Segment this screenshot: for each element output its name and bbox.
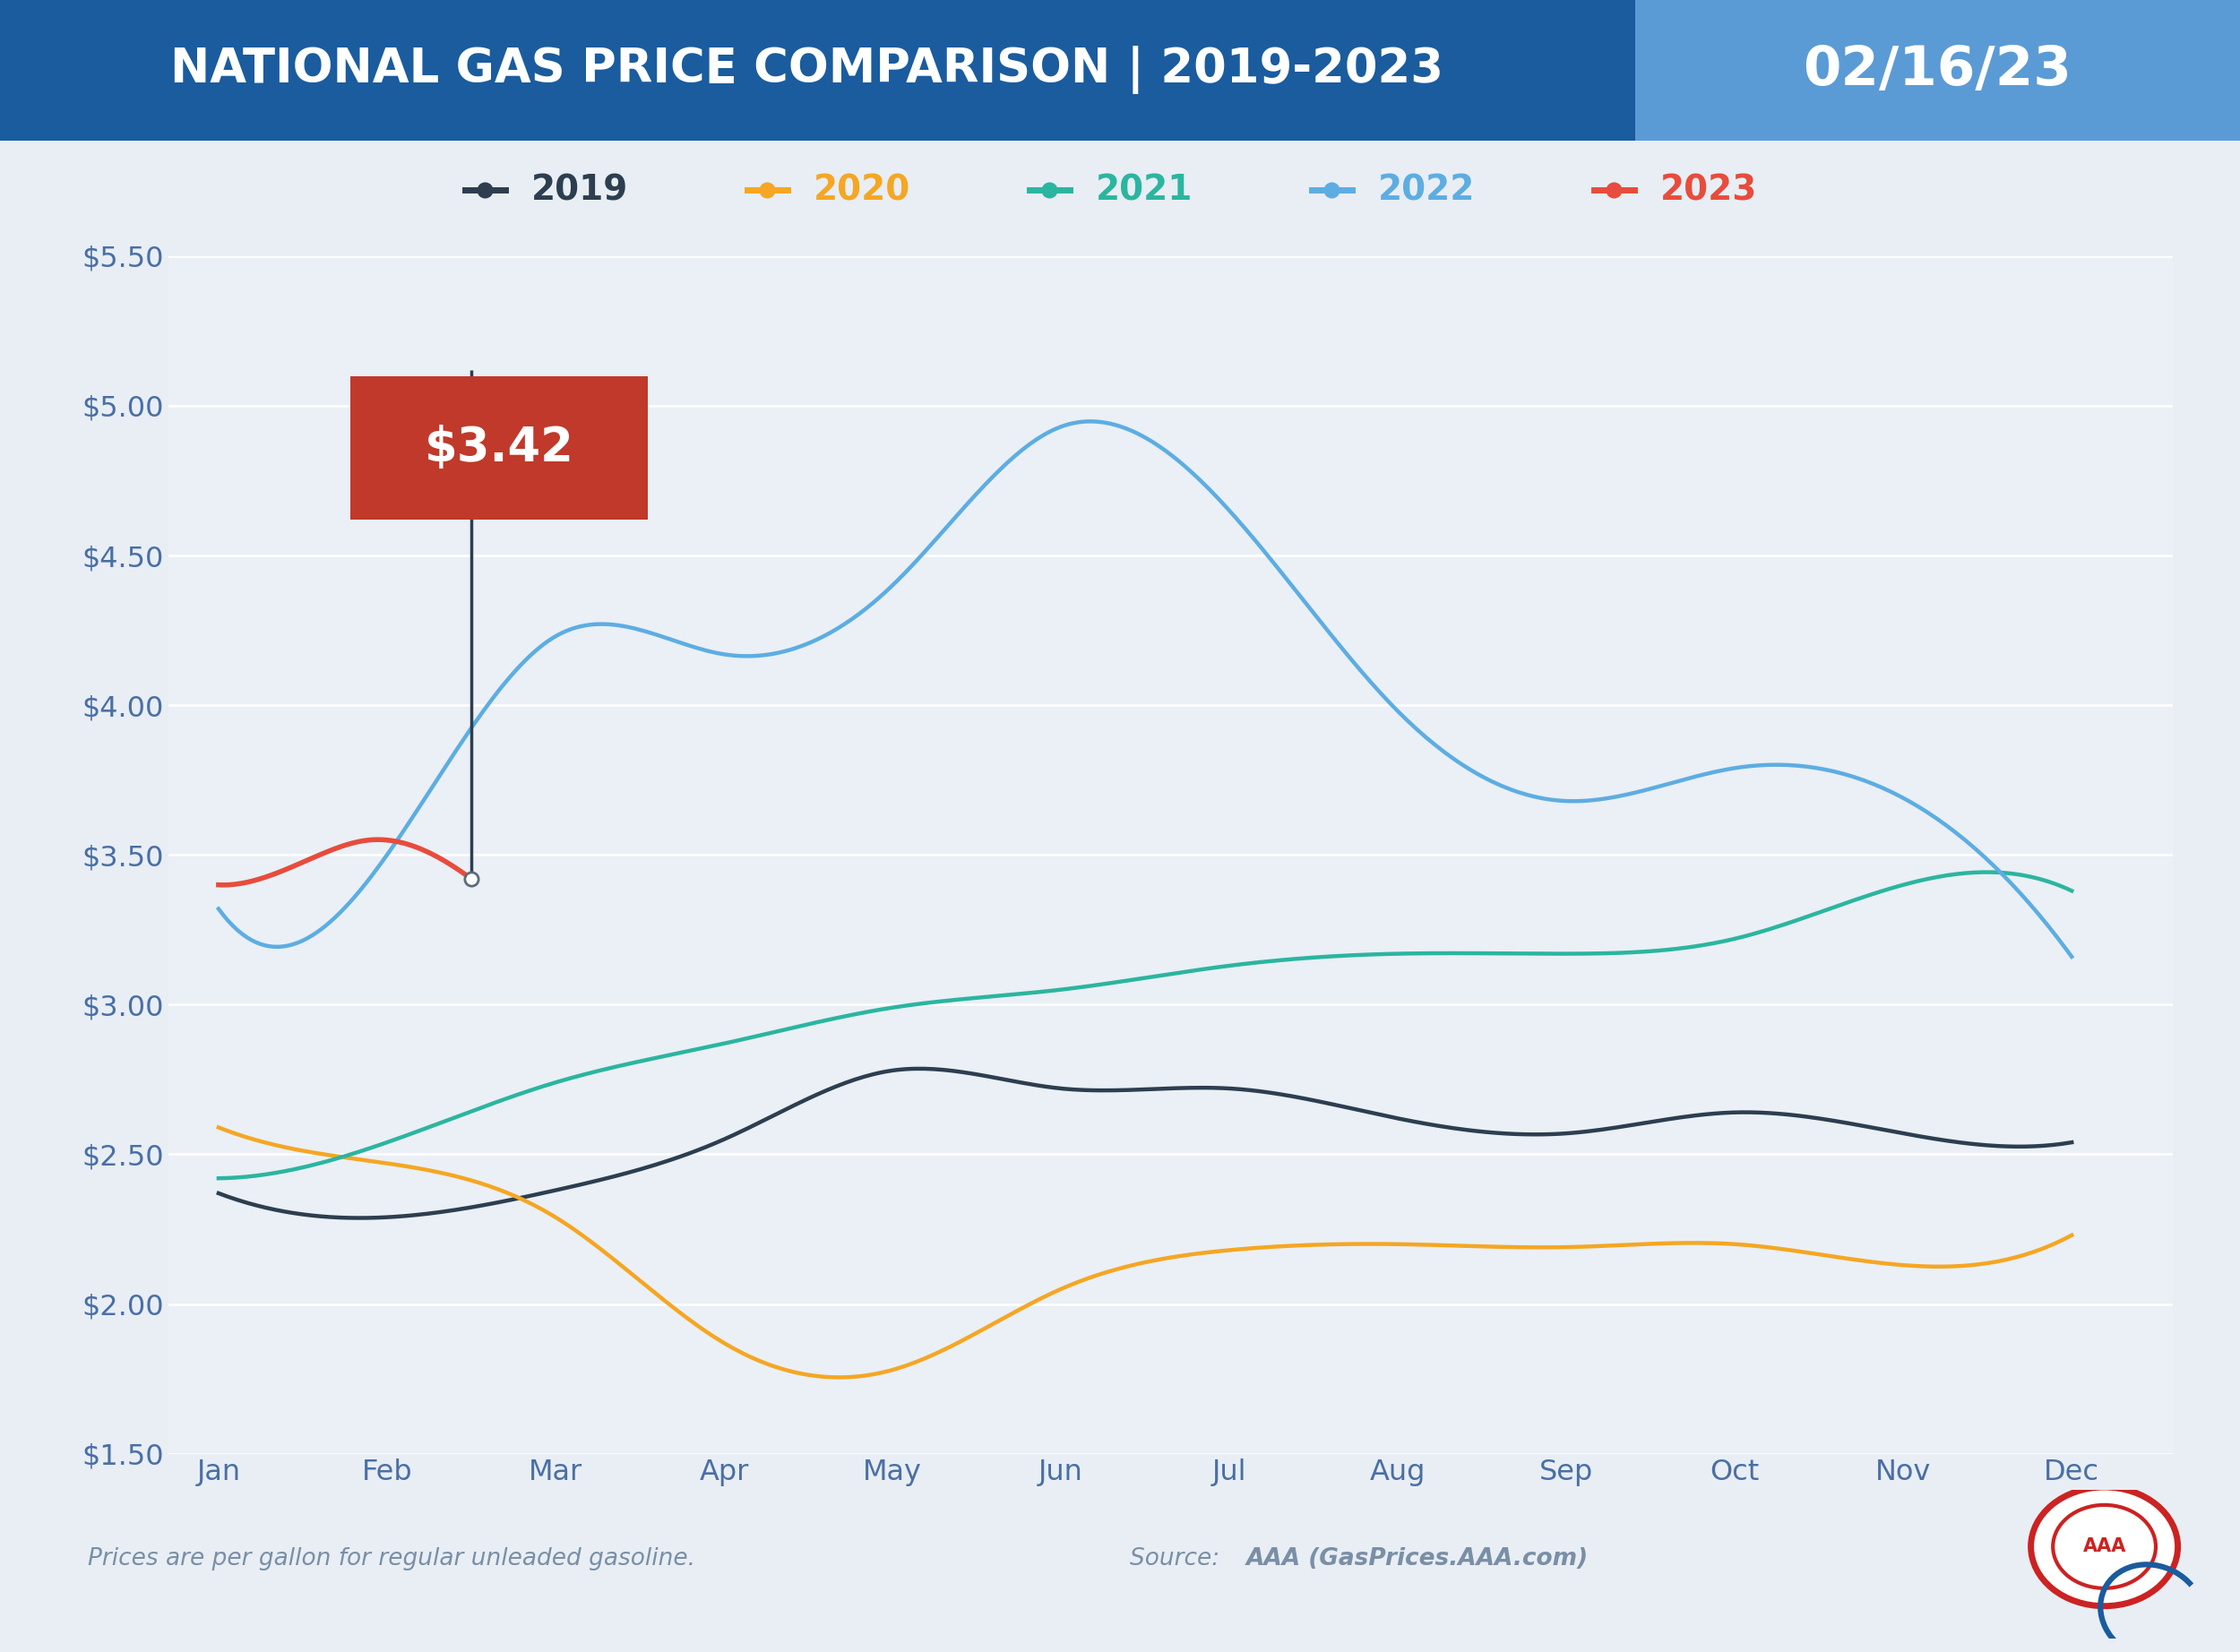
Text: 02/16/23: 02/16/23	[1803, 45, 2072, 96]
Text: 2022: 2022	[1378, 173, 1476, 206]
Text: Prices are per gallon for regular unleaded gasoline.: Prices are per gallon for regular unlead…	[87, 1548, 694, 1571]
Text: 2023: 2023	[1660, 173, 1758, 206]
Text: $3.42: $3.42	[423, 425, 573, 471]
FancyBboxPatch shape	[349, 377, 647, 519]
Text: AAA: AAA	[2083, 1538, 2126, 1556]
Text: AAA (GasPrices.AAA.com): AAA (GasPrices.AAA.com)	[1245, 1548, 1588, 1571]
Text: Source:: Source:	[1129, 1548, 1228, 1571]
Circle shape	[2032, 1487, 2177, 1606]
Text: 2019: 2019	[531, 173, 627, 206]
Text: 2020: 2020	[813, 173, 912, 206]
Text: 2021: 2021	[1095, 173, 1194, 206]
Text: NATIONAL GAS PRICE COMPARISON | 2019-2023: NATIONAL GAS PRICE COMPARISON | 2019-202…	[170, 46, 1443, 94]
Circle shape	[2052, 1505, 2155, 1588]
Bar	[1635, 0, 2240, 140]
